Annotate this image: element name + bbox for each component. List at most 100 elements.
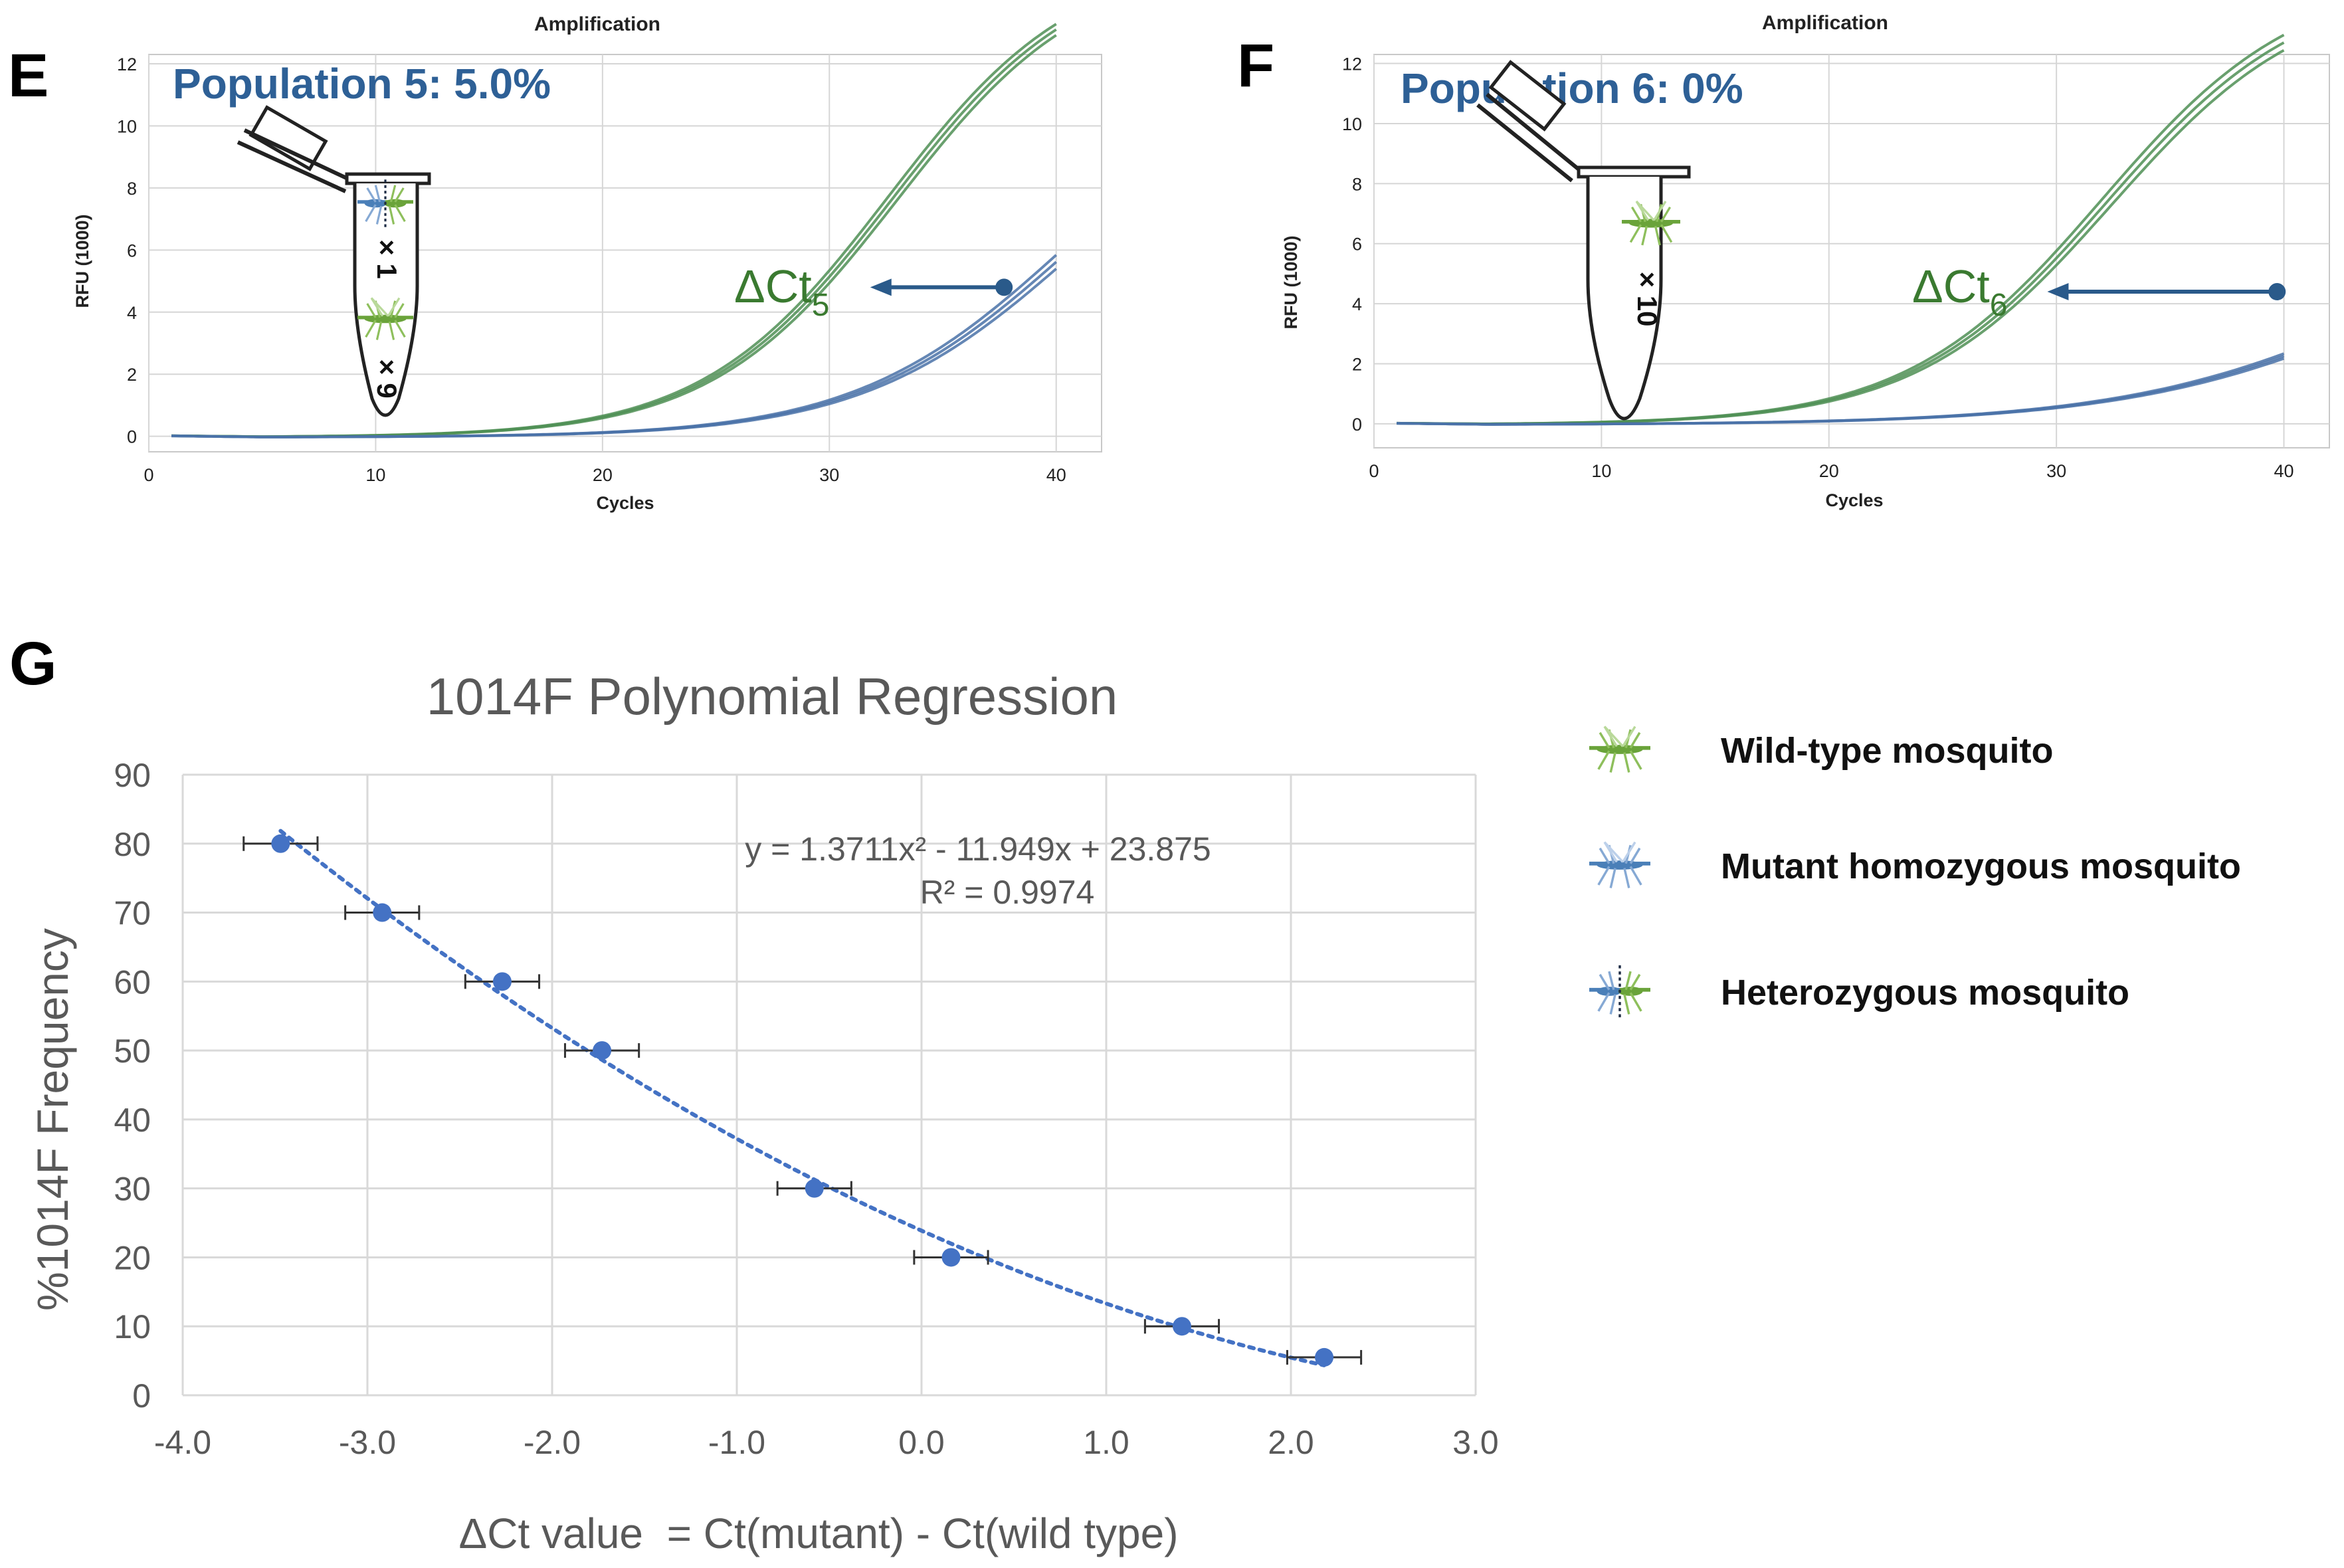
panel-e-ylabel: RFU (1000): [72, 214, 92, 308]
panel-letter-f: F: [1237, 32, 1274, 100]
panel-g-data-point: [941, 1248, 961, 1267]
panel-g-data-point: [1315, 1347, 1334, 1367]
panel-g-ticks: -4.0 -3.0 -2.0 -1.0 0.0 1.0 2.0 3.0 0 10 20 30 40 50 6…: [114, 757, 1498, 1461]
panel-e-ytick-label: 6: [127, 241, 137, 260]
panel-f-xtick-label: 20: [1819, 461, 1839, 481]
panel-e-ytick-label: 4: [127, 303, 137, 323]
panel-g-data-point: [805, 1179, 824, 1198]
panel-f-ytick-label: 2: [1352, 354, 1362, 374]
tube-icon-f: [1577, 165, 1691, 421]
panel-f-delta-label: ΔCt6: [1912, 260, 2007, 323]
panel-g-ytick-label: 70: [114, 895, 151, 932]
panel-g-ytick-label: 40: [114, 1102, 151, 1139]
panel-e-curves: [171, 23, 1058, 439]
panel-g-data-point: [271, 834, 290, 853]
panel-f-xtick-label: 0: [1369, 461, 1379, 481]
panel-f-delta-main: ΔCt: [1912, 260, 1990, 312]
panel-g-xtick-label: 0.0: [898, 1424, 945, 1461]
panel-g-data-point: [492, 972, 512, 991]
panel-g-points: [243, 834, 1363, 1367]
panel-f-ytick-label: 6: [1352, 235, 1362, 254]
heterozygous-mosquito-icon: [1589, 965, 1650, 1017]
mutant-mosquito-icon: [1589, 842, 1650, 888]
panel-g-ytick-label: 30: [114, 1171, 151, 1208]
panel-f-plot-frame: [1373, 54, 2330, 448]
panel-g-ytick-label: 20: [114, 1239, 151, 1276]
panel-f-ytick-label: 8: [1352, 174, 1362, 194]
panel-f-ytick-label: 12: [1342, 54, 1362, 74]
panel-f-xtick-label: 10: [1591, 461, 1611, 481]
panel-g-ytick-label: 80: [114, 826, 151, 863]
legend-label-heterozygous: Heterozygous mosquito: [1721, 973, 2129, 1013]
panel-e-title: Amplification: [534, 13, 660, 35]
panel-g-xtick-label: -4.0: [154, 1424, 211, 1461]
legend-label-mutant: Mutant homozygous mosquito: [1721, 846, 2241, 886]
panel-e-xlabel: Cycles: [596, 493, 654, 513]
panel-f-ytick-label: 10: [1342, 114, 1362, 134]
panel-g-ytick-label: 10: [114, 1308, 151, 1345]
panel-f-population: Population 6: 0%: [1401, 64, 1743, 112]
panel-e-plot-frame: [148, 54, 1102, 452]
panel-e-delta-main: ΔCt: [734, 260, 812, 312]
panel-f-ticks: 0 10 20 30 40 0 2 4 6 8 10 12: [1342, 54, 2294, 481]
panel-g-grid: [181, 773, 1477, 1397]
panel-e-delta-label: ΔCt5: [734, 260, 829, 323]
panel-g-ylabel: %1014F Frequency: [28, 928, 77, 1311]
panel-g-ytick-label: 50: [114, 1032, 151, 1070]
panel-e-xtick-label: 20: [593, 465, 613, 485]
panel-f-xtick-label: 40: [2274, 461, 2294, 481]
panel-g-trendline-path: [278, 829, 1326, 1367]
panel-g-xtick-label: -3.0: [339, 1424, 396, 1461]
panel-e-delta-sub: 5: [812, 288, 830, 323]
tube-bottom-count: × 9: [371, 359, 403, 399]
panel-f-arrow-dot: [2268, 283, 2286, 301]
panel-f-ylabel: RFU (1000): [1281, 235, 1301, 329]
panel-f-xtick-label: 30: [2046, 461, 2066, 481]
panel-e-xtick-label: 10: [365, 465, 385, 485]
panel-e-ytick-label: 12: [117, 54, 137, 74]
panel-f-title: Amplification: [1762, 12, 1888, 34]
panel-e-ytick-label: 10: [117, 116, 137, 136]
tube-icon: [345, 172, 431, 417]
panel-f-xlabel: Cycles: [1825, 490, 1883, 510]
panel-f: F Amplification 0 10 20 30 40 0 2 4 6 8 10 12 Cycle…: [1237, 12, 2330, 510]
panel-g-xtick-label: 3.0: [1452, 1424, 1499, 1461]
panel-e-delta-arrow: [870, 278, 1013, 296]
panel-f-ytick-label: 0: [1352, 415, 1362, 435]
panel-g-ytick-label: 0: [132, 1377, 151, 1415]
panel-f-curves: [1397, 33, 2285, 426]
legend-label-wild-type: Wild-type mosquito: [1721, 731, 2053, 771]
panel-letter-e: E: [8, 42, 49, 110]
panel-g-ytick-label: 60: [114, 963, 151, 1001]
panel-f-delta-sub: 6: [1990, 288, 2008, 323]
panel-e-population: Population 5: 5.0%: [173, 60, 551, 108]
tube-f-count: × 10: [1632, 272, 1663, 327]
panel-e-ytick-label: 8: [127, 179, 137, 199]
panel-e-arrow-dot: [995, 278, 1013, 296]
panel-g-title: 1014F Polynomial Regression: [427, 667, 1118, 726]
panel-f-ytick-label: 4: [1352, 294, 1362, 314]
panel-g-ytick-label: 90: [114, 757, 151, 794]
panel-e-ytick-label: 2: [127, 365, 137, 385]
panel-g-xtick-label: -1.0: [708, 1424, 765, 1461]
panel-letter-g: G: [9, 630, 57, 698]
panel-g-xlabel: ΔCt value = Ct(mutant) - Ct(wild type): [458, 1510, 1178, 1557]
panel-f-series-mutant-3: [1397, 357, 2285, 426]
panel-g: G 1014F Polynomial Regression -4.0 -3.0 -2…: [9, 630, 1499, 1557]
regression-r-squared: R² = 0.9974: [920, 874, 1095, 911]
panel-g-trendline: [278, 829, 1326, 1367]
panel-g-xtick-label: 1.0: [1083, 1424, 1129, 1461]
panel-g-xtick-label: -2.0: [524, 1424, 581, 1461]
panel-f-delta-arrow: [2047, 283, 2286, 301]
panel-e-xtick-label: 40: [1046, 465, 1066, 485]
panel-g-data-point: [593, 1041, 612, 1060]
pipette-icon-f: [1476, 60, 1583, 183]
tube-top-count: × 1: [371, 239, 403, 279]
panel-g-xtick-label: 2.0: [1268, 1424, 1314, 1461]
panel-g-data-point: [373, 903, 392, 922]
legend: Wild-type mosquito Mutant homozygous mos…: [1589, 727, 2241, 1018]
regression-equation: y = 1.3711x² - 11.949x + 23.875: [745, 831, 1211, 868]
panel-e-arrow-head: [870, 278, 892, 296]
panel-e: E Amplification 0 10 20 30 40 0 2 4 6 8 10 12 Cycle…: [8, 13, 1102, 513]
